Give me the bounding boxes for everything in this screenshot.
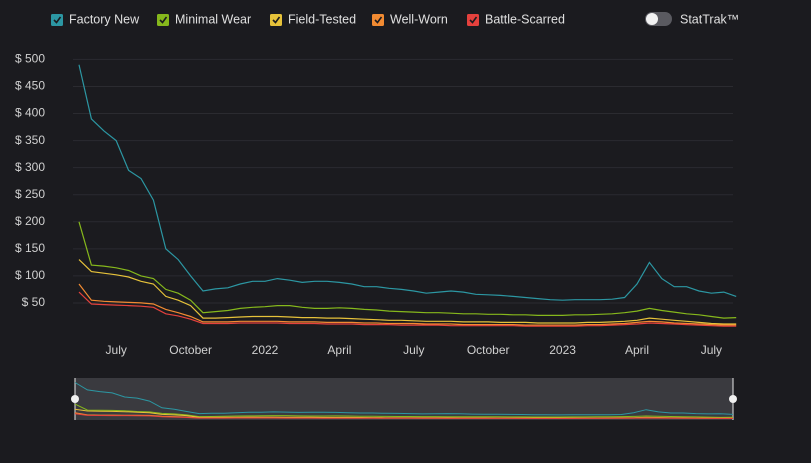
x-tick-label: July xyxy=(106,343,127,357)
legend-label[interactable]: Factory New xyxy=(69,12,140,26)
legend-label[interactable]: Battle-Scarred xyxy=(485,12,565,26)
x-tick-label: July xyxy=(701,343,722,357)
y-tick-label: $ 500 xyxy=(15,52,45,66)
series-line xyxy=(78,221,737,319)
navigator-line xyxy=(74,382,734,416)
legend-check[interactable] xyxy=(53,16,62,24)
navigator-line xyxy=(74,413,733,419)
legend-label[interactable]: Field-Tested xyxy=(288,12,356,26)
legend-checkbox[interactable] xyxy=(51,14,63,26)
legend-checkbox[interactable] xyxy=(270,14,282,26)
legend-checkbox[interactable] xyxy=(467,14,479,26)
toggle-label[interactable]: StatTrak™ xyxy=(680,12,739,26)
navigator-handle[interactable] xyxy=(71,395,79,403)
series-line xyxy=(78,64,737,301)
navigator-line xyxy=(74,403,734,418)
legend-checkbox[interactable] xyxy=(372,14,384,26)
y-tick-label: $ 100 xyxy=(15,268,45,282)
legend-label[interactable]: Minimal Wear xyxy=(175,12,251,26)
x-tick-label: 2022 xyxy=(252,343,279,357)
series-line xyxy=(78,291,737,327)
y-tick-label: $ 50 xyxy=(22,295,46,309)
y-tick-label: $ 350 xyxy=(15,133,45,147)
stattrak-toggle[interactable]: StatTrak™ xyxy=(645,12,739,26)
series-line xyxy=(78,283,737,326)
y-tick-label: $ 250 xyxy=(15,187,45,201)
legend-check[interactable] xyxy=(469,16,478,24)
x-tick-label: April xyxy=(327,343,351,357)
legend-check[interactable] xyxy=(159,16,168,24)
x-tick-label: October xyxy=(467,343,510,357)
x-tick-label: 2023 xyxy=(549,343,576,357)
x-tick-label: July xyxy=(403,343,424,357)
y-tick-label: $ 400 xyxy=(15,106,45,120)
y-tick-label: $ 200 xyxy=(15,214,45,228)
x-tick-label: April xyxy=(625,343,649,357)
series-line xyxy=(78,259,737,325)
toggle-knob[interactable] xyxy=(646,13,658,25)
y-tick-label: $ 300 xyxy=(15,160,45,174)
legend-checkbox[interactable] xyxy=(157,14,169,26)
legend-label[interactable]: Well-Worn xyxy=(390,12,448,26)
x-tick-label: October xyxy=(169,343,212,357)
navigator-handle[interactable] xyxy=(729,395,737,403)
y-tick-label: $ 450 xyxy=(15,79,45,93)
legend-check[interactable] xyxy=(374,16,383,24)
legend-check[interactable] xyxy=(272,16,281,24)
y-tick-label: $ 150 xyxy=(15,241,45,255)
